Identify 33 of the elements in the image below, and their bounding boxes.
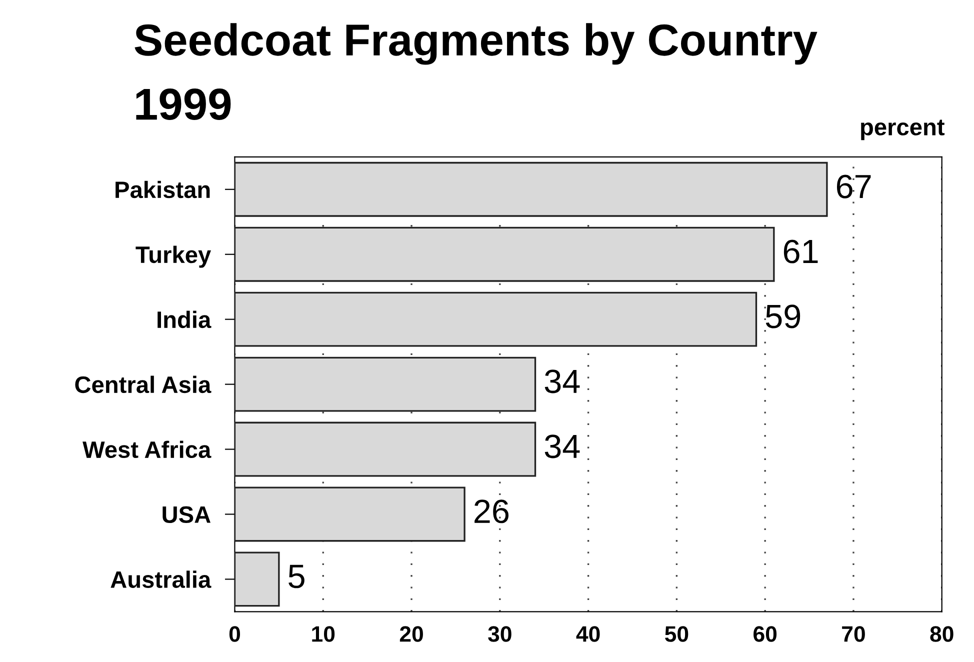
bar	[234, 162, 828, 217]
chart-subtitle: 1999	[136, 88, 231, 120]
chart-title: Seedcoat Fragments by Country	[134, 23, 818, 65]
x-tick-label: 40	[576, 626, 600, 642]
bar	[234, 422, 536, 477]
text: percent	[861, 120, 944, 140]
y-tick-label: Australia	[110, 570, 212, 588]
x-tick-label: 20	[400, 626, 423, 642]
data-label: 26	[474, 500, 508, 524]
data-label: 61	[784, 240, 818, 264]
y-tick-label: Turkey	[136, 246, 211, 268]
x-tick-label: 0	[229, 626, 240, 642]
x-tick-label: 30	[488, 626, 512, 642]
x-tick-label: 70	[842, 626, 865, 642]
x-tick-label: 10	[312, 626, 335, 642]
bar	[234, 552, 280, 607]
y-tick-label: Central Asia	[75, 376, 212, 394]
x-tick-label: 60	[754, 626, 777, 642]
y-tick-label: India	[158, 310, 212, 328]
bar	[234, 486, 466, 542]
y-tick-label: West Africa	[82, 440, 212, 458]
bar	[234, 356, 536, 412]
data-label: 34	[544, 370, 580, 394]
y-tick-label: Pakistan	[116, 180, 210, 198]
data-label: 34	[544, 434, 580, 458]
bar	[234, 292, 758, 347]
data-label: 67	[836, 174, 871, 198]
data-label: 5	[288, 564, 304, 588]
y-tick-label: USA	[162, 506, 210, 524]
x-tick-label: 80	[930, 626, 954, 642]
bar	[234, 226, 775, 282]
x-tick-label: 50	[665, 626, 688, 642]
data-label: 59	[766, 304, 800, 328]
